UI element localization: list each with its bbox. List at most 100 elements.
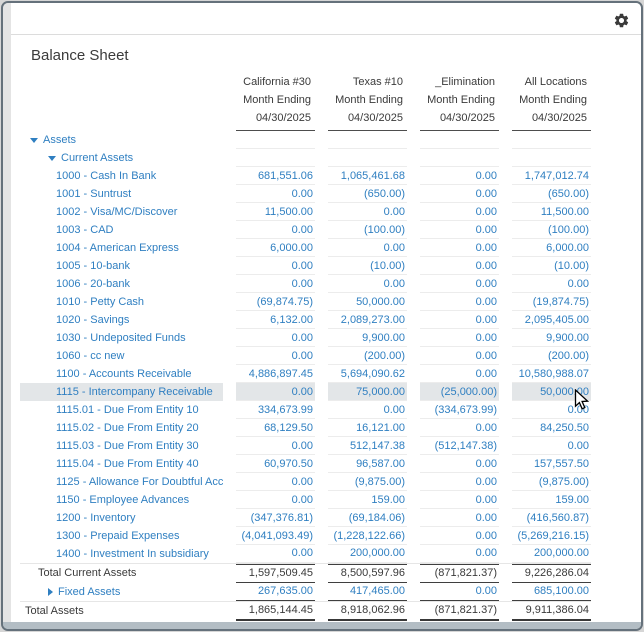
account-link[interactable]: 1002 - Visa/MC/Discover: [20, 203, 223, 221]
amount-cell[interactable]: 0.00: [420, 347, 499, 365]
amount-cell[interactable]: (1,228,122.66): [328, 527, 407, 545]
amount-cell[interactable]: 0.00: [420, 419, 499, 437]
amount-cell[interactable]: (69,184.06): [328, 509, 407, 527]
amount-cell[interactable]: 0.00: [236, 383, 315, 401]
amount-cell[interactable]: 159.00: [328, 491, 407, 509]
account-link[interactable]: 1004 - American Express: [20, 239, 223, 257]
account-link[interactable]: 1200 - Inventory: [20, 509, 223, 527]
amount-cell[interactable]: (9,875.00): [328, 473, 407, 491]
account-link[interactable]: 1003 - CAD: [20, 221, 223, 239]
amount-cell[interactable]: 6,000.00: [236, 239, 315, 257]
amount-cell[interactable]: 681,551.06: [236, 167, 315, 185]
amount-cell[interactable]: 0.00: [328, 275, 407, 293]
amount-cell[interactable]: 0.00: [420, 455, 499, 473]
amount-cell[interactable]: (347,376.81): [236, 509, 315, 527]
amount-cell[interactable]: 68,129.50: [236, 419, 315, 437]
amount-cell[interactable]: 0.00: [420, 311, 499, 329]
amount-cell[interactable]: 0.00: [420, 329, 499, 347]
amount-cell[interactable]: 0.00: [420, 509, 499, 527]
account-link[interactable]: 1100 - Accounts Receivable: [20, 365, 223, 383]
amount-cell[interactable]: 0.00: [236, 347, 315, 365]
amount-cell[interactable]: (334,673.99): [420, 401, 499, 419]
amount-cell[interactable]: 1,747,012.74: [512, 167, 591, 185]
account-link[interactable]: 1115.01 - Due From Entity 10: [20, 401, 223, 419]
amount-cell[interactable]: 6,000.00: [512, 239, 591, 257]
account-link[interactable]: 1125 - Allowance For Doubtful Accounts: [20, 473, 223, 491]
account-link[interactable]: 1115.02 - Due From Entity 20: [20, 419, 223, 437]
amount-cell[interactable]: 2,095,405.00: [512, 311, 591, 329]
amount-cell[interactable]: 0.00: [236, 221, 315, 239]
amount-cell[interactable]: 0.00: [328, 203, 407, 221]
amount-cell[interactable]: 0.00: [420, 221, 499, 239]
amount-cell[interactable]: 0.00: [236, 491, 315, 509]
amount-cell[interactable]: 0.00: [420, 275, 499, 293]
amount-cell[interactable]: (10.00): [328, 257, 407, 275]
amount-cell[interactable]: 0.00: [328, 239, 407, 257]
amount-cell[interactable]: 0.00: [236, 329, 315, 347]
amount-cell[interactable]: (200.00): [512, 347, 591, 365]
amount-cell[interactable]: (100.00): [512, 221, 591, 239]
amount-cell[interactable]: 0.00: [420, 545, 499, 563]
amount-cell[interactable]: 10,580,988.07: [512, 365, 591, 383]
account-link[interactable]: 1020 - Savings: [20, 311, 223, 329]
account-link[interactable]: 1115.04 - Due From Entity 40: [20, 455, 223, 473]
amount-cell[interactable]: (650.00): [328, 185, 407, 203]
amount-cell[interactable]: 9,900.00: [512, 329, 591, 347]
amount-cell[interactable]: (100.00): [328, 221, 407, 239]
amount-cell[interactable]: 0.00: [512, 437, 591, 455]
account-link[interactable]: 1300 - Prepaid Expenses: [20, 527, 223, 545]
amount-cell[interactable]: 267,635.00: [236, 583, 315, 601]
group-toggle-fixed-assets[interactable]: Fixed Assets: [20, 583, 223, 601]
amount-cell[interactable]: 0.00: [420, 293, 499, 311]
amount-cell[interactable]: 0.00: [420, 365, 499, 383]
amount-cell[interactable]: (19,874.75): [512, 293, 591, 311]
amount-cell[interactable]: 0.00: [420, 583, 499, 601]
amount-cell[interactable]: (9,875.00): [512, 473, 591, 491]
amount-cell[interactable]: (25,000.00): [420, 383, 499, 401]
amount-cell[interactable]: (512,147.38): [420, 437, 499, 455]
amount-cell[interactable]: 417,465.00: [328, 583, 407, 601]
account-link[interactable]: 1115.03 - Due From Entity 30: [20, 437, 223, 455]
amount-cell[interactable]: 512,147.38: [328, 437, 407, 455]
amount-cell[interactable]: 1,065,461.68: [328, 167, 407, 185]
amount-cell[interactable]: 50,000.00: [512, 383, 591, 401]
amount-cell[interactable]: (5,269,216.15): [512, 527, 591, 545]
amount-cell[interactable]: 0.00: [328, 401, 407, 419]
amount-cell[interactable]: 200,000.00: [512, 545, 591, 563]
amount-cell[interactable]: 0.00: [512, 275, 591, 293]
amount-cell[interactable]: (650.00): [512, 185, 591, 203]
amount-cell[interactable]: 157,557.50: [512, 455, 591, 473]
amount-cell[interactable]: 6,132.00: [236, 311, 315, 329]
amount-cell[interactable]: (10.00): [512, 257, 591, 275]
amount-cell[interactable]: 60,970.50: [236, 455, 315, 473]
amount-cell[interactable]: 16,121.00: [328, 419, 407, 437]
amount-cell[interactable]: 9,900.00: [328, 329, 407, 347]
account-link[interactable]: 1006 - 20-bank: [20, 275, 223, 293]
account-link[interactable]: 1060 - cc new: [20, 347, 223, 365]
amount-cell[interactable]: 11,500.00: [512, 203, 591, 221]
amount-cell[interactable]: 2,089,273.00: [328, 311, 407, 329]
group-toggle-assets[interactable]: Assets: [20, 131, 223, 149]
account-link[interactable]: 1150 - Employee Advances: [20, 491, 223, 509]
amount-cell[interactable]: 200,000.00: [328, 545, 407, 563]
amount-cell[interactable]: 0.00: [420, 239, 499, 257]
amount-cell[interactable]: 0.00: [420, 473, 499, 491]
amount-cell[interactable]: 0.00: [236, 437, 315, 455]
amount-cell[interactable]: 0.00: [420, 527, 499, 545]
amount-cell[interactable]: 0.00: [236, 545, 315, 563]
amount-cell[interactable]: 0.00: [236, 257, 315, 275]
amount-cell[interactable]: (69,874.75): [236, 293, 315, 311]
amount-cell[interactable]: 0.00: [512, 401, 591, 419]
amount-cell[interactable]: 0.00: [420, 185, 499, 203]
account-link[interactable]: 1400 - Investment In subsidiary: [20, 545, 223, 563]
amount-cell[interactable]: 11,500.00: [236, 203, 315, 221]
group-toggle-current-assets[interactable]: Current Assets: [20, 149, 223, 167]
amount-cell[interactable]: 75,000.00: [328, 383, 407, 401]
amount-cell[interactable]: 0.00: [420, 203, 499, 221]
settings-gear-icon[interactable]: [612, 11, 630, 29]
amount-cell[interactable]: 159.00: [512, 491, 591, 509]
account-link[interactable]: 1005 - 10-bank: [20, 257, 223, 275]
amount-cell[interactable]: 0.00: [236, 473, 315, 491]
amount-cell[interactable]: (416,560.87): [512, 509, 591, 527]
amount-cell[interactable]: 0.00: [420, 167, 499, 185]
